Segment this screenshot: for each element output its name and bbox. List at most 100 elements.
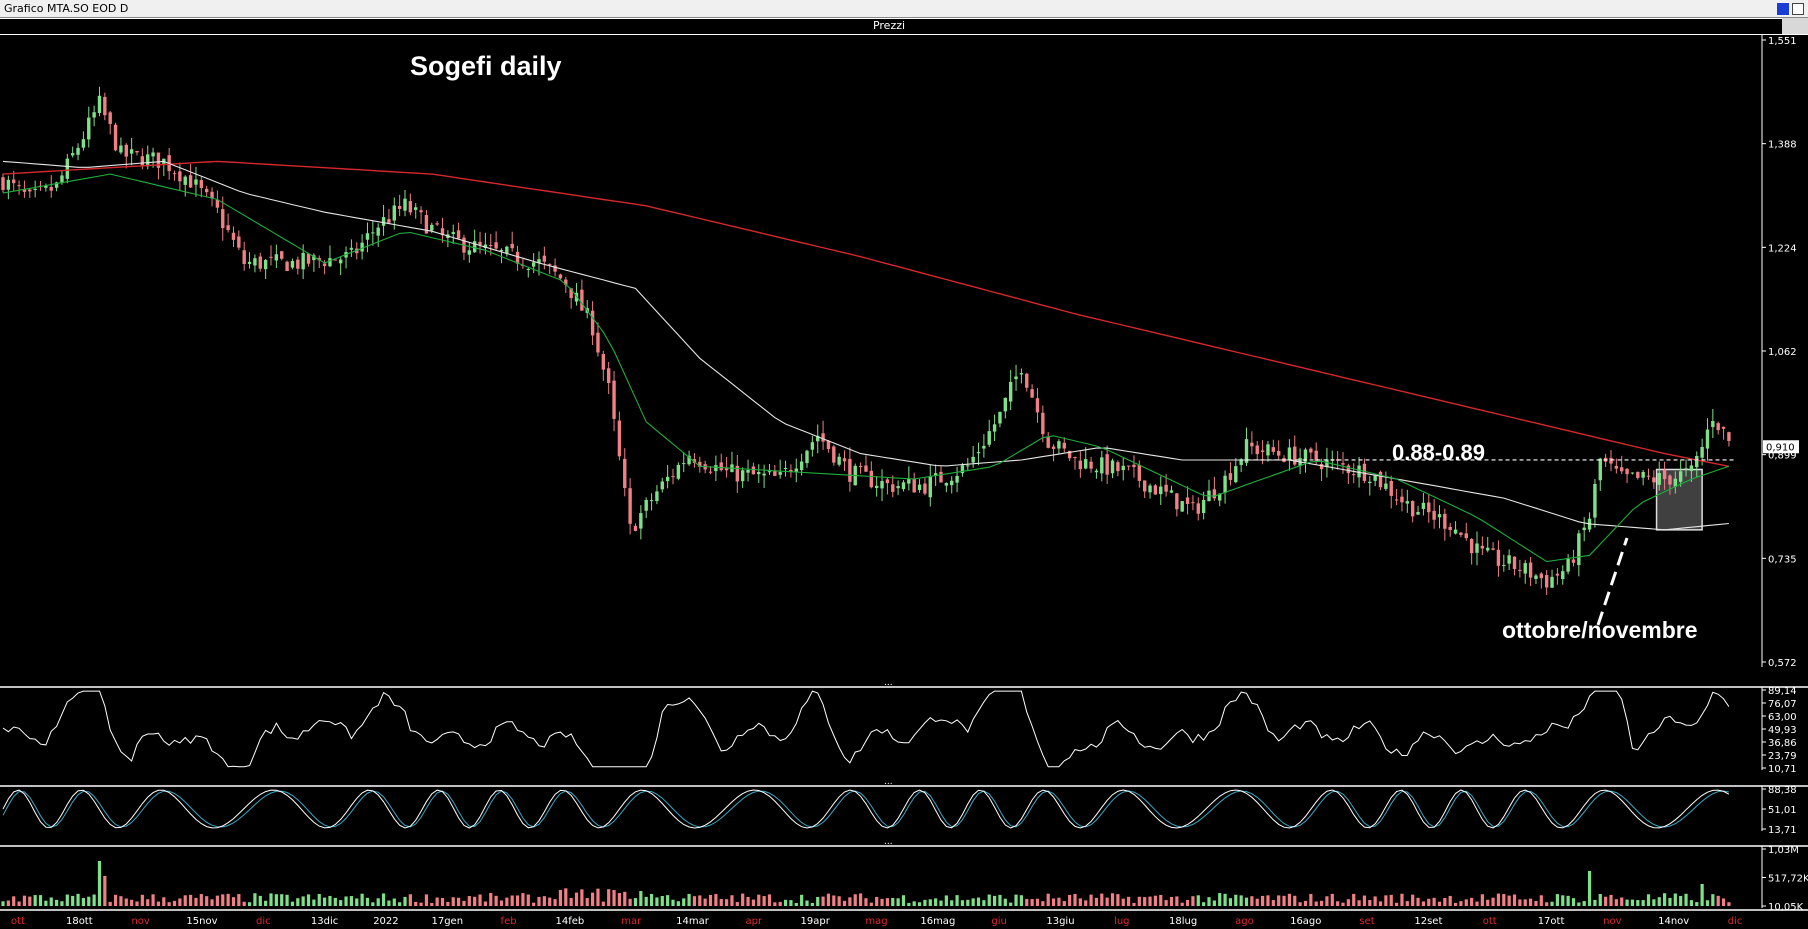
stochastic-tick-label: 51,01 [1768, 805, 1797, 816]
candle-body [269, 256, 273, 258]
candle-body [1405, 501, 1410, 504]
volume-bar [1100, 893, 1104, 906]
volume-bar [231, 897, 236, 906]
volume-bar [97, 861, 102, 906]
volume-bar [1700, 884, 1704, 906]
volume-bar [1673, 893, 1677, 906]
candle-body [537, 259, 541, 264]
volume-bar [71, 895, 75, 906]
candle-body [1641, 472, 1645, 478]
candle-body [1089, 461, 1093, 469]
volume-bar [1009, 902, 1013, 906]
volume-bar [55, 899, 59, 906]
restore-button[interactable] [1792, 3, 1804, 15]
candle-body [1341, 463, 1345, 465]
volume-bar [1207, 897, 1211, 906]
candle-body [1469, 538, 1474, 554]
candle-body [1041, 412, 1045, 435]
volume-bar [1185, 899, 1190, 906]
volume-bar [1566, 895, 1570, 906]
volume-bar [103, 876, 107, 906]
volume-bar [1330, 893, 1334, 906]
volume-bar [489, 893, 493, 906]
volume-bar [140, 894, 144, 906]
volume-bar [666, 895, 670, 906]
volume-bar [1373, 896, 1377, 906]
scrollbar-corner[interactable] [1782, 18, 1808, 34]
candle-body [1266, 444, 1270, 456]
volume-bar [130, 899, 134, 906]
volume-bar [1180, 902, 1184, 906]
volume-bar [419, 902, 423, 906]
candle-body [1319, 464, 1324, 470]
candle-body [1362, 463, 1367, 481]
volume-bar [901, 895, 906, 906]
annotation-layer: Sogefi daily 0.88-0.89 ottobre/novembre [410, 51, 1698, 643]
candle-body [1620, 467, 1624, 472]
volume-bar [548, 897, 552, 906]
volume-bar [1, 901, 5, 906]
candle-body [472, 241, 477, 253]
rsi-line [2, 690, 1730, 768]
volume-bar [928, 899, 932, 906]
candle-body [891, 484, 895, 492]
candle-body [1164, 484, 1168, 492]
candle-body [1352, 474, 1356, 476]
candle-body [1539, 573, 1544, 579]
volume-bar [119, 896, 123, 906]
volume-bar [741, 893, 745, 906]
maximize-button[interactable] [1777, 3, 1789, 15]
candle-body [1673, 478, 1678, 487]
volume-bar [1604, 896, 1608, 906]
volume-bar [1614, 899, 1618, 906]
volume-bar [1421, 901, 1425, 906]
candle-body [97, 95, 102, 113]
date-label: 14nov [1658, 916, 1689, 927]
candle-body [1480, 545, 1485, 549]
candle-body [944, 483, 949, 486]
volume-bar [1041, 901, 1045, 906]
candle-body [510, 243, 514, 249]
volume-bar [1539, 895, 1543, 906]
candle-body [1234, 466, 1238, 483]
candle-body [933, 473, 938, 476]
volume-bar [1030, 899, 1034, 906]
volume-bar [800, 894, 804, 906]
volume-bar [387, 900, 391, 906]
volume-bar [1341, 902, 1345, 906]
candle-body [312, 255, 316, 261]
candle-body [939, 471, 943, 483]
candle-body [660, 481, 664, 490]
candle-body [1303, 449, 1308, 462]
candle-body [360, 242, 364, 252]
annotation-arrow [1596, 537, 1629, 626]
candle-body [601, 354, 606, 370]
volume-bar [1325, 896, 1329, 906]
volume-bar [891, 897, 895, 906]
volume-bar [1346, 899, 1350, 906]
candle-body [687, 455, 691, 465]
volume-bar [585, 898, 589, 906]
candle-body [183, 176, 187, 185]
volume-bar [591, 892, 595, 906]
volume-bar [505, 897, 509, 906]
volume-bar [1202, 902, 1206, 906]
candle-body [1035, 398, 1040, 413]
volume-divider-dots: ... [884, 837, 893, 847]
volume-bar [451, 897, 455, 906]
candle-body [1378, 471, 1383, 488]
candle-body [1185, 497, 1190, 504]
candle-body [247, 261, 252, 264]
candle-body [1689, 465, 1694, 472]
volume-bar [237, 894, 241, 906]
candle-body [92, 112, 96, 118]
volume-bar [274, 894, 278, 906]
volume-bar [960, 900, 965, 906]
candle-body [976, 452, 981, 454]
volume-bar [1711, 894, 1715, 906]
volume-bar [323, 897, 327, 906]
volume-bar [923, 899, 927, 906]
candle-body [451, 232, 455, 235]
candle-body [671, 476, 675, 478]
candle-body [199, 180, 204, 189]
